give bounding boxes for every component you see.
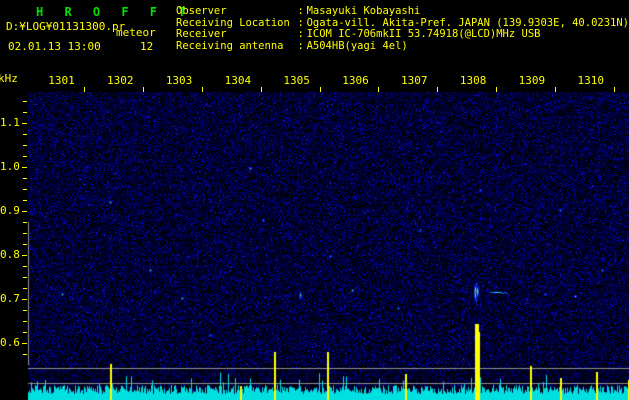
x-tick-mark: [84, 87, 85, 92]
metadata-separator: :: [297, 28, 304, 41]
y-tick-label: 0.8: [0, 247, 20, 261]
x-tick-mark: [320, 87, 321, 92]
x-tick-label: 1306: [342, 74, 369, 87]
metadata-key: Receiving antenna: [176, 39, 284, 52]
y-tick-mark-minor: [23, 354, 27, 355]
metadata-value: Masayuki Kobayashi: [306, 5, 421, 17]
x-tick-mark: [555, 87, 556, 92]
y-tick-mark-minor: [23, 321, 27, 322]
x-tick-label: 1301: [48, 74, 75, 87]
x-tick-mark: [143, 87, 144, 92]
metadata-row-receiving-location: Receiving Location : Ogata-vill. Akita-P…: [176, 16, 629, 30]
x-tick-mark: [261, 87, 262, 92]
metadata-separator: :: [297, 16, 304, 29]
x-tick-label: 1304: [224, 74, 252, 87]
y-tick-mark-minor: [23, 145, 27, 146]
x-tick-label: 1305: [283, 74, 310, 87]
y-tick-label: 0.6: [0, 335, 20, 349]
x-tick-mark: [614, 87, 615, 92]
y-tick-mark: [22, 254, 27, 256]
y-tick-mark-minor: [23, 233, 27, 234]
y-tick-mark-minor: [23, 178, 27, 179]
y-tick-mark-minor: [23, 266, 27, 267]
x-tick-mark: [496, 87, 497, 92]
header-panel: H R O F F T D:¥LOG¥01131300.pr meteor 02…: [0, 0, 629, 70]
metadata-table: Observer : Masayuki Kobayashi Receiving …: [176, 5, 629, 53]
y-tick-mark-minor: [23, 332, 27, 333]
spectrogram-plot: kHz 1.1 1.0 0.9 0.8 0.7 0.6 1301 1302 1303 1304 1…: [0, 70, 629, 400]
y-tick-mark-minor: [23, 156, 27, 157]
x-tick-label: 1309: [518, 74, 546, 87]
y-tick-mark: [22, 166, 27, 168]
app-title: H R O F F T: [36, 5, 193, 19]
metadata-row-receiving-antenna: Receiving antenna : A504HB(yagi 4el): [176, 39, 629, 53]
x-tick-label: 1302: [107, 74, 134, 87]
y-tick-mark: [22, 210, 27, 212]
spectrogram-canvas: [0, 70, 629, 400]
x-tick-label: 1307: [401, 74, 428, 87]
metadata-key: Receiver: [176, 28, 227, 41]
y-tick-mark-minor: [23, 244, 27, 245]
y-tick-mark-minor: [23, 134, 27, 135]
y-tick-label: 1.0: [0, 159, 20, 173]
observation-mode-label: meteor: [116, 26, 156, 39]
y-tick-mark-minor: [23, 189, 27, 190]
y-tick-mark: [22, 298, 27, 300]
y-tick-mark-minor: [23, 310, 27, 311]
metadata-key: Receiving Location: [176, 16, 290, 29]
y-tick-label: 1.1: [0, 115, 20, 129]
file-path-label: D:¥LOG¥01131300.pr: [6, 20, 126, 33]
y-tick-mark-minor: [23, 112, 27, 113]
x-tick-label: 1310: [577, 74, 604, 87]
x-tick-mark: [378, 87, 379, 92]
metadata-separator: :: [297, 5, 304, 17]
metadata-value: ICOM IC-706mkII 53.74918(@LCD)MHz USB: [306, 28, 541, 41]
echo-count-label: 12: [140, 40, 154, 53]
timestamp-label: 02.01.13 13:00: [8, 40, 101, 53]
y-axis-unit-label: kHz: [0, 72, 18, 85]
metadata-row-receiver: Receiver : ICOM IC-706mkII 53.74918(@LCD…: [176, 29, 629, 41]
y-tick-mark-minor: [23, 200, 27, 201]
metadata-row-observer: Observer : Masayuki Kobayashi: [176, 5, 629, 18]
metadata-separator: :: [297, 39, 304, 52]
y-tick-mark: [22, 342, 27, 344]
y-tick-mark: [22, 122, 27, 124]
y-tick-mark-minor: [23, 277, 27, 278]
metadata-value: A504HB(yagi 4el): [306, 39, 408, 52]
metadata-value: Ogata-vill. Akita-Pref. JAPAN (139.9303E…: [306, 16, 629, 29]
x-tick-mark: [437, 87, 438, 92]
y-tick-mark-minor: [23, 101, 27, 102]
y-tick-mark-minor: [23, 288, 27, 289]
x-tick-mark: [202, 87, 203, 92]
y-tick-label: 0.9: [0, 203, 20, 217]
x-tick-label: 1308: [459, 74, 487, 87]
y-tick-mark-minor: [23, 222, 27, 223]
metadata-key: Observer: [176, 5, 227, 17]
x-tick-label: 1303: [165, 74, 193, 87]
y-tick-label: 0.7: [0, 291, 20, 305]
